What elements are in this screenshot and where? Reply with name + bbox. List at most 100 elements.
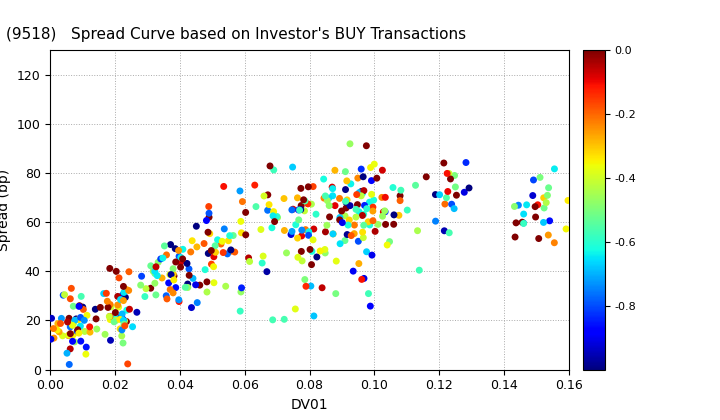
Point <box>63 315 75 322</box>
Point <box>293 207 305 213</box>
Point <box>175 264 186 270</box>
Point <box>149 266 161 273</box>
Point <box>449 172 460 179</box>
Point <box>322 197 333 204</box>
Point <box>439 201 451 207</box>
Point <box>345 181 356 187</box>
Point <box>460 159 472 166</box>
Point <box>271 213 282 220</box>
Point <box>544 218 555 224</box>
Point <box>348 230 360 237</box>
Point <box>117 283 129 290</box>
Point <box>48 325 59 332</box>
Point <box>376 194 387 201</box>
Point <box>463 185 474 192</box>
Point <box>295 185 307 192</box>
Point <box>104 337 116 344</box>
Point <box>173 297 184 303</box>
Point <box>123 287 135 294</box>
Point <box>327 192 338 199</box>
Point <box>434 192 446 198</box>
Point <box>163 280 174 286</box>
Point <box>359 275 370 282</box>
Point <box>84 329 96 336</box>
Point <box>377 213 388 220</box>
Point <box>117 316 129 323</box>
Point <box>279 227 290 234</box>
Point <box>177 255 189 262</box>
Point <box>562 197 574 204</box>
Point <box>367 217 379 224</box>
Point <box>297 257 308 264</box>
Point <box>203 214 215 220</box>
Point <box>149 270 161 277</box>
Point <box>104 301 116 308</box>
Point <box>518 211 529 218</box>
Point <box>149 280 161 286</box>
Point <box>446 201 457 207</box>
Point <box>110 313 122 320</box>
Point <box>155 255 166 262</box>
Point <box>296 248 307 255</box>
Point <box>438 227 450 234</box>
Point <box>361 142 372 149</box>
Point <box>326 184 338 191</box>
Point <box>303 232 315 239</box>
Point <box>119 318 130 324</box>
Point <box>240 209 251 216</box>
Point <box>518 220 529 227</box>
Point <box>75 314 86 321</box>
Point <box>354 189 365 196</box>
Point <box>358 211 369 218</box>
Point <box>73 302 85 309</box>
Point <box>187 275 199 282</box>
Point <box>358 234 369 241</box>
Point <box>91 326 102 332</box>
Point <box>372 221 384 228</box>
Point <box>121 286 132 293</box>
Point <box>158 243 170 249</box>
Point <box>357 173 369 180</box>
Point <box>63 332 74 339</box>
Point <box>217 238 228 245</box>
Point <box>510 220 522 226</box>
Point <box>302 184 314 190</box>
Point <box>51 327 63 333</box>
Point <box>94 304 106 311</box>
Y-axis label: Spread (bp): Spread (bp) <box>0 169 12 251</box>
Point <box>330 290 341 297</box>
Point <box>117 292 128 299</box>
Point <box>449 184 461 190</box>
Point <box>149 268 161 275</box>
Point <box>104 316 116 323</box>
Point <box>191 244 202 250</box>
Point <box>449 205 460 212</box>
Point <box>356 192 367 199</box>
Point <box>63 332 74 339</box>
Point <box>258 193 270 199</box>
Point <box>316 284 328 291</box>
Point <box>364 222 375 228</box>
Point <box>320 193 331 199</box>
Point <box>441 194 452 201</box>
Point <box>69 339 81 345</box>
Point <box>306 261 318 268</box>
Point <box>358 222 369 228</box>
Point <box>78 317 90 324</box>
Point <box>63 361 75 368</box>
Point <box>327 231 338 237</box>
Point <box>215 241 227 247</box>
Point <box>341 199 352 205</box>
Point <box>208 263 220 270</box>
Point <box>354 208 365 215</box>
Point <box>71 328 83 335</box>
Point <box>67 322 78 329</box>
Point <box>267 317 279 323</box>
Point <box>264 163 276 169</box>
Point <box>357 190 369 197</box>
Point <box>334 214 346 221</box>
Point <box>182 281 194 287</box>
Point <box>116 333 127 339</box>
Point <box>287 228 298 235</box>
Point <box>235 229 247 236</box>
